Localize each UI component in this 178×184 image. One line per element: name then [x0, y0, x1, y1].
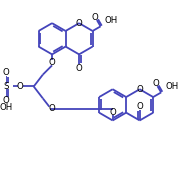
Text: OH: OH [104, 16, 117, 25]
Text: OH: OH [0, 103, 13, 112]
Text: O: O [3, 68, 10, 77]
Text: O: O [76, 19, 82, 28]
Text: O: O [49, 104, 55, 113]
Text: O: O [17, 82, 23, 91]
Text: O: O [76, 64, 82, 73]
Text: O: O [3, 96, 10, 105]
Text: O: O [136, 85, 143, 94]
Text: O: O [49, 58, 55, 67]
Text: O: O [136, 102, 143, 111]
Text: O: O [92, 13, 99, 22]
Text: O: O [109, 108, 116, 117]
Text: O: O [153, 79, 159, 88]
Text: S: S [3, 82, 9, 91]
Text: OH: OH [166, 82, 178, 91]
